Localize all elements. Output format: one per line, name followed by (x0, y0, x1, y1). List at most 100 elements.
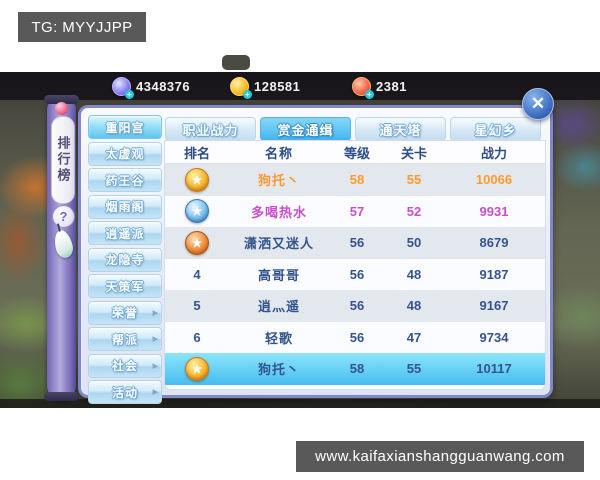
chevron-right-icon: ▶ (152, 362, 159, 370)
sidebar-item-xiaoyaopai[interactable]: 逍遥派 (88, 221, 162, 245)
table-row[interactable]: 多喝热水 57 52 9931 (165, 195, 545, 227)
sidebar-item-yaowanggu[interactable]: 药王谷 (88, 168, 162, 192)
tab-label: 赏金通缉 (277, 122, 334, 138)
tab-label: 星幻乡 (474, 122, 517, 138)
sidebar-item-label: 活动 (111, 385, 138, 400)
table-row[interactable]: 狗托丶 58 55 10066 (165, 164, 545, 196)
sidebar-item-label: 社会 (111, 359, 138, 373)
currency-gold-value: 128581 (254, 78, 301, 94)
player-stage: 48 (406, 266, 422, 282)
sidebar-item-taixuguan[interactable]: 太虚观 (88, 141, 162, 166)
table-row-self-highlight[interactable]: 狗托丶 58 55 10117 (165, 353, 545, 385)
ranking-panel: 重阳宫 太虚观 药王谷 烟雨阁 逍遥派 龙隐寺 天策军 荣誉 ▶ (78, 105, 553, 404)
tab-label: 职业战力 (182, 122, 239, 138)
table-row[interactable]: 4 高哥哥 56 48 9187 (165, 258, 545, 290)
player-power: 10117 (476, 361, 512, 377)
gold-coin-icon[interactable] (230, 76, 252, 99)
tab-sky-tower[interactable]: 通天塔 (355, 117, 446, 141)
player-level: 56 (349, 298, 365, 314)
table-row[interactable]: 5 逍灬遥 56 48 9167 (165, 290, 545, 322)
close-button[interactable]: ✕ (522, 88, 554, 120)
chevron-right-icon: ▶ (152, 309, 159, 317)
close-icon: ✕ (530, 94, 546, 113)
header-power: 战力 (480, 145, 507, 161)
currency-red[interactable]: 2381 (352, 72, 407, 100)
player-stage: 52 (406, 203, 422, 219)
sidebar-item-huodong[interactable]: 活动 ▶ (88, 380, 162, 404)
player-power: 9187 (479, 266, 509, 282)
scene-bottom-strip (0, 399, 600, 408)
ranking-vertical-tab-label: 排行榜 (55, 136, 71, 184)
tab-bounty-wanted[interactable]: 赏金通缉 (260, 117, 351, 141)
table-row[interactable]: 潇洒又迷人 56 50 8679 (165, 227, 545, 259)
player-name: 高哥哥 (257, 267, 300, 283)
gold-medal-icon (185, 356, 209, 381)
player-stage: 47 (406, 329, 422, 345)
tab-star-fantasy[interactable]: 星幻乡 (450, 117, 541, 141)
tg-contact-text: TG: MYYJJPP (31, 18, 133, 36)
table-header-row: 排名 名称 等级 关卡 战力 (165, 141, 545, 164)
sidebar-item-label: 烟雨阁 (105, 200, 145, 214)
sidebar-item-yanyuge[interactable]: 烟雨阁 (88, 194, 162, 219)
currency-gold[interactable]: 128581 (230, 72, 300, 100)
sidebar-item-tiancejun[interactable]: 天策军 (88, 274, 162, 298)
player-name: 狗托丶 (257, 173, 300, 189)
currency-hud-bar: 4348376 128581 2381 (0, 72, 600, 100)
sidebar-item-label: 药王谷 (105, 173, 145, 188)
player-level: 58 (349, 172, 365, 188)
player-name: 逍灬遥 (257, 299, 300, 315)
sidebar-item-label: 荣誉 (111, 306, 138, 320)
question-mark-icon: ? (59, 209, 68, 224)
header-stage: 关卡 (400, 145, 427, 161)
sidebar-item-label: 太虚观 (105, 147, 145, 161)
player-power: 8679 (479, 235, 509, 251)
sidebar-item-bangpai[interactable]: 帮派 ▶ (88, 327, 162, 351)
sidebar-item-zhongyanggong[interactable]: 重阳宫 (88, 115, 162, 139)
player-level: 58 (349, 361, 365, 377)
player-name: 轻歌 (264, 330, 293, 346)
help-button[interactable]: ? (52, 205, 75, 228)
player-level: 57 (349, 203, 365, 219)
sidebar-item-label: 帮派 (111, 332, 138, 347)
player-rank: 5 (193, 298, 201, 314)
player-name: 潇洒又迷人 (243, 236, 314, 252)
header-level: 等级 (343, 145, 370, 161)
gold-medal-icon (185, 167, 209, 192)
ranking-vertical-tab[interactable]: 排行榜 (51, 116, 75, 204)
chevron-right-icon: ▶ (152, 389, 159, 396)
currency-blue[interactable]: 4348376 (112, 72, 190, 100)
table-row[interactable]: 6 轻歌 56 47 9734 (165, 321, 545, 353)
red-coin-icon[interactable] (352, 76, 374, 99)
sidebar-item-longyinsi[interactable]: 龙隐寺 (88, 247, 162, 272)
player-stage: 50 (406, 235, 422, 251)
ranking-tab-bar: 职业战力 赏金通缉 通天塔 星幻乡 (165, 117, 545, 141)
player-stage: 55 (406, 172, 422, 188)
category-sidebar: 重阳宫 太虚观 药王谷 烟雨阁 逍遥派 龙隐寺 天策军 荣誉 ▶ (88, 115, 162, 404)
silver-medal-icon (185, 199, 209, 224)
map-marker (222, 55, 250, 70)
pole-gem (55, 102, 68, 115)
sidebar-item-rongyu[interactable]: 荣誉 ▶ (88, 300, 162, 325)
chevron-right-icon: ▶ (152, 336, 159, 343)
tab-career-power[interactable]: 职业战力 (165, 117, 256, 141)
sidebar-item-shehui[interactable]: 社会 ▶ (88, 353, 162, 378)
player-power: 9931 (479, 203, 509, 219)
player-power: 9734 (479, 329, 509, 345)
sidebar-item-label: 天策军 (105, 279, 145, 294)
header-name: 名称 (264, 145, 293, 161)
player-power: 9167 (479, 298, 509, 314)
pole-cap-bottom (44, 392, 79, 401)
player-name: 狗托丶 (257, 362, 300, 378)
website-url-text: www.kaifaxianshangguanwang.com (315, 448, 565, 465)
blue-coin-icon[interactable] (112, 76, 134, 99)
bronze-medal-icon (185, 230, 209, 255)
player-rank: 4 (193, 266, 201, 282)
player-stage: 48 (406, 298, 422, 314)
sidebar-item-label: 重阳宫 (105, 120, 145, 135)
header-rank: 排名 (183, 145, 210, 161)
website-url-banner: www.kaifaxianshangguanwang.com (296, 441, 584, 472)
ranking-table: 排名 名称 等级 关卡 战力 狗托丶 58 55 10066 多喝热水 57 (165, 141, 545, 389)
player-level: 56 (349, 235, 365, 251)
currency-red-value: 2381 (376, 78, 407, 94)
